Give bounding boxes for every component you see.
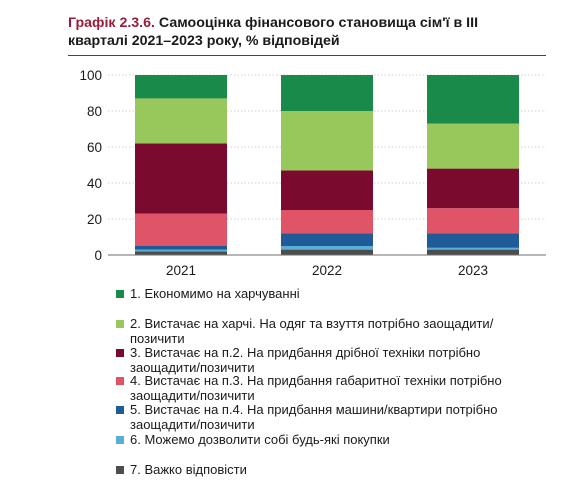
legend-swatch: [116, 377, 124, 385]
y-tick-label: 60: [87, 140, 102, 155]
bar-segment: [281, 210, 373, 234]
legend-swatch: [116, 436, 124, 444]
bar-segment: [281, 75, 373, 111]
legend-label: 3. Вистачає на п.2. На придбання дрібної…: [130, 345, 481, 375]
y-tick-label: 80: [87, 104, 102, 119]
bar-segment: [427, 247, 519, 250]
x-tick-label: 2022: [312, 263, 342, 278]
bar-segment: [135, 251, 227, 255]
bar-segment: [427, 123, 519, 169]
x-tick-label: 2023: [458, 263, 488, 278]
legend-swatch: [116, 349, 124, 357]
legend-swatch: [116, 466, 124, 474]
bar-segment: [427, 168, 519, 209]
y-tick-label: 100: [79, 68, 102, 83]
bar-segment: [427, 75, 519, 124]
bar-segment: [281, 170, 373, 210]
bar-segment: [135, 98, 227, 144]
legend-label: 4. Вистачає на п.3. На придбання габарит…: [130, 373, 502, 403]
bar-segment: [427, 233, 519, 248]
legend-label: 7. Важко відповісти: [130, 462, 247, 477]
bar-segment: [281, 249, 373, 255]
title-divider: [68, 55, 546, 56]
legend-label: 6. Можемо дозволити собі будь-які покупк…: [130, 432, 390, 447]
chart-title-number: Графік 2.3.6.: [68, 15, 155, 31]
bar-segment: [427, 208, 519, 234]
legend-label: 1. Економимо на харчуванні: [130, 286, 300, 301]
legend-label: 5. Вистачає на п.4. На придбання машини/…: [130, 402, 498, 432]
bar-segment: [135, 143, 227, 214]
y-tick-label: 20: [87, 212, 102, 227]
bar-segment: [135, 246, 227, 250]
bar-segment: [135, 213, 227, 246]
bar-segment: [427, 249, 519, 255]
bar-segment: [281, 233, 373, 246]
y-tick-label: 40: [87, 176, 102, 191]
y-tick-label: 0: [94, 248, 102, 263]
legend-swatch: [116, 320, 124, 328]
legend-swatch: [116, 406, 124, 414]
bar-segment: [135, 249, 227, 252]
bar-segment: [281, 246, 373, 250]
legend-label: 2. Вистачає на харчі. На одяг та взуття …: [130, 316, 494, 346]
stacked-bar-chart: 0 20 40 60 80 100 2021 2022 2023: [79, 68, 546, 278]
bar-segment: [135, 75, 227, 99]
bar-segment: [281, 111, 373, 171]
chart-title: Графік 2.3.6. Самооцінка фінансового ста…: [68, 14, 538, 50]
legend-swatch: [116, 290, 124, 298]
chart-title-text: Самооцінка фінансового становища сім'ї в…: [68, 15, 479, 49]
x-tick-label: 2021: [166, 263, 196, 278]
